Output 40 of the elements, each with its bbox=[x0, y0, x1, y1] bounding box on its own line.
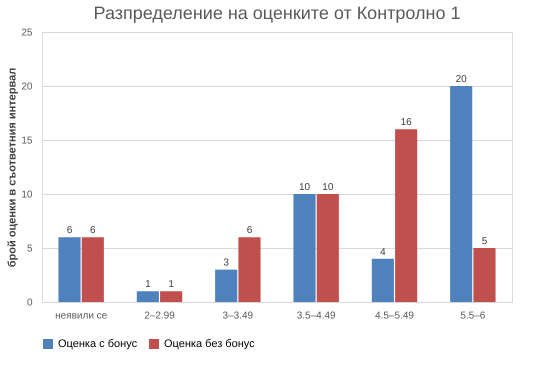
data-label: 16 bbox=[400, 117, 412, 128]
data-label: 5 bbox=[482, 236, 488, 247]
bar bbox=[316, 194, 339, 302]
data-label: 20 bbox=[456, 74, 468, 85]
data-label: 10 bbox=[322, 182, 334, 193]
y-tick-label: 5 bbox=[26, 244, 33, 254]
bar bbox=[160, 291, 182, 302]
x-tick-label: 3.5–4.49 bbox=[296, 310, 336, 322]
x-tick-label: 2–2.99 bbox=[144, 310, 176, 322]
bar bbox=[473, 248, 496, 302]
y-tick-label: 0 bbox=[26, 298, 33, 308]
bar bbox=[215, 270, 238, 302]
legend-label: Оценка с бонус bbox=[58, 338, 138, 350]
data-label: 3 bbox=[223, 258, 230, 269]
y-tick-label: 15 bbox=[21, 136, 33, 146]
bar bbox=[238, 237, 261, 302]
bar bbox=[58, 237, 81, 302]
bar bbox=[136, 291, 159, 302]
data-label: 10 bbox=[298, 182, 311, 193]
data-label: 1 bbox=[168, 279, 174, 290]
x-tick-label: неявили се bbox=[55, 310, 108, 322]
bar bbox=[450, 86, 472, 302]
x-tick-label: 4.5–5.49 bbox=[375, 310, 414, 322]
data-label: 6 bbox=[66, 225, 73, 236]
x-tick-label: 3–3.49 bbox=[222, 310, 254, 322]
bar bbox=[293, 194, 316, 302]
x-tick-label: 5.5–6 bbox=[460, 310, 486, 322]
data-label: 1 bbox=[145, 279, 152, 290]
bar bbox=[82, 237, 104, 302]
data-label: 4 bbox=[380, 246, 386, 258]
y-tick-label: 10 bbox=[21, 190, 33, 200]
bar bbox=[395, 129, 418, 302]
chart-title: Разпределение на оценките от Контролно 1 bbox=[94, 3, 460, 23]
data-label: 6 bbox=[246, 225, 253, 236]
legend-label: Оценка без бонус bbox=[164, 338, 256, 350]
data-label: 6 bbox=[90, 225, 96, 236]
y-axis-title: брой оценки в съответния интервал bbox=[6, 68, 18, 268]
y-tick-label: 20 bbox=[21, 82, 33, 92]
y-tick-label: 25 bbox=[21, 28, 33, 38]
bar bbox=[372, 258, 394, 302]
